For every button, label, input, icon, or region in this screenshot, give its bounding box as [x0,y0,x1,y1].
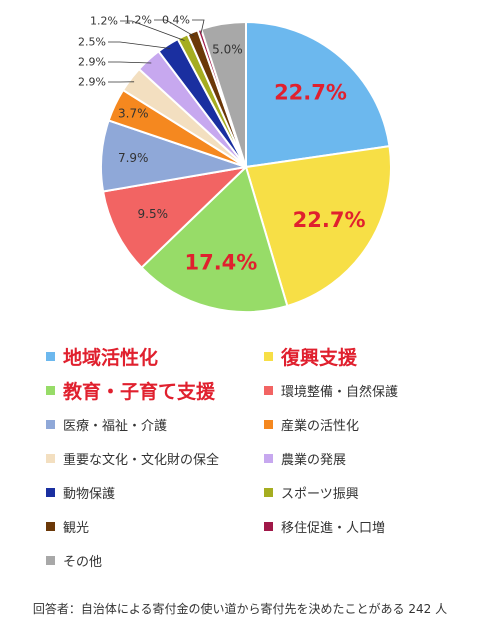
legend-label: 重要な文化・文化財の保全 [63,452,220,468]
legend-swatch [264,521,273,531]
footnote: 回答者：自治体による寄付金の使い道から寄付先を決めたことがある 242 人 [32,602,448,616]
data-label: 22.7% [274,80,347,104]
pie-slice [245,20,391,169]
legend-swatch [264,419,273,429]
data-label: 2.9% [78,56,106,69]
legend-label: 観光 [63,520,90,536]
data-labels: 22.7% 22.7% 17.4% 9.5% 7.9% 3.7% 2.9% 2.9% 2.5% 1… [78,14,365,275]
data-label: 2.5% [78,36,106,49]
data-label: 0.4% [162,14,190,27]
leader-line [108,41,171,49]
leader-lines [108,19,205,83]
legend-label: その他 [63,554,103,570]
legend-label: 環境整備・自然保護 [281,384,399,400]
legend-label: 教育・子育て支援 [63,380,216,403]
data-label: 1.2% [90,15,118,28]
legend-item: その他 [46,546,102,574]
data-label: 17.4% [184,250,257,274]
legend-label: 復興支援 [281,346,358,369]
leader-line [120,20,185,41]
leader-line [108,61,152,64]
legend-swatch [264,385,273,395]
legend-item: 教育・子育て支援 [46,376,215,404]
legend-label: 医療・福祉・介護 [63,418,168,434]
legend-label: 地域活性化 [63,346,159,369]
legend-item: 重要な文化・文化財の保全 [46,444,219,472]
legend-label: 産業の活性化 [281,418,360,434]
data-label: 1.2% [124,14,152,27]
legend-swatch [46,351,55,361]
pie-slice [199,20,247,168]
pie-slice [101,165,250,269]
legend-item: 観光 [46,512,89,540]
pie-slice [244,144,392,308]
legend-label: 農業の発展 [281,452,347,468]
legend-swatch [46,419,55,429]
legend-swatch [46,487,55,497]
legend-item: 医療・福祉・介護 [46,410,167,438]
legend-swatch [46,385,55,395]
legend-swatch [264,487,273,497]
legend-swatch [46,555,55,565]
legend-item: 動物保護 [46,478,115,506]
legend-item: 産業の活性化 [264,410,359,438]
legend-item: 復興支援 [264,342,357,370]
legend-label: スポーツ振興 [281,486,359,502]
pie-chart: 22.7% 22.7% 17.4% 9.5% 7.9% 3.7% 2.9% 2.9% 2.5% 1… [78,14,392,313]
legend-swatch [46,521,55,531]
legend-swatch [264,453,273,463]
legend-item: 環境整備・自然保護 [264,376,398,404]
data-label: 3.7% [118,107,149,121]
legend-item: 地域活性化 [46,342,158,370]
legend-label: 移住促進・人口増 [281,520,386,536]
legend-item: 移住促進・人口増 [264,512,385,540]
data-label: 5.0% [212,43,243,57]
data-label: 2.9% [78,76,106,89]
data-label: 22.7% [293,208,366,232]
data-label: 9.5% [138,207,169,221]
legend-item: スポーツ振興 [264,478,359,506]
legend-label: 動物保護 [63,486,116,502]
legend-item: 農業の発展 [264,444,346,472]
pie-slices [100,20,392,313]
legend-swatch [46,453,55,463]
data-label: 7.9% [118,151,149,165]
pie-slice [140,165,289,313]
leader-line [154,19,195,37]
leader-line [192,19,205,34]
legend-swatch [264,351,273,361]
